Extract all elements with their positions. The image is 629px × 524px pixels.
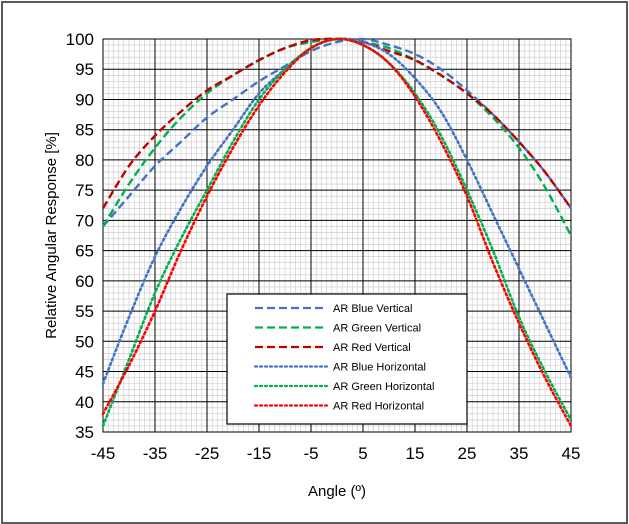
legend-entry-label: AR Red Vertical [333,342,411,354]
x-tick-label: 25 [458,444,477,463]
x-tick-label: -45 [91,444,116,463]
x-axis-label: Angle (º) [308,483,366,500]
y-tick-label: 35 [75,423,94,442]
x-tick-label: 35 [510,444,529,463]
y-tick-label: 70 [75,211,94,230]
y-tick-label: 55 [75,302,94,321]
x-tick-label: -35 [143,444,168,463]
tick-labels: -45 -35 -25 -15 -5 5 15 25 35 45 35 40 45 50 55 60 65 70 7… [66,30,581,463]
y-tick-label: 40 [75,393,94,412]
y-tick-label: 90 [75,90,94,109]
legend-entry-label: AR Blue Horizontal [333,362,426,374]
legend-box [226,293,468,425]
x-tick-label: -25 [195,444,220,463]
y-tick-label: 95 [75,60,94,79]
x-tick-label: -15 [247,444,272,463]
x-tick-label: -5 [303,444,318,463]
y-tick-label: 100 [66,30,94,49]
legend-entry-label: AR Green Horizontal [333,381,435,393]
x-tick-label: 45 [562,444,581,463]
legend-entry-label: AR Red Horizontal [333,401,424,413]
legend-entry-label: AR Blue Vertical [333,303,412,315]
y-tick-label: 50 [75,332,94,351]
series-line-ar-blue-vertical [102,37,572,228]
legend-entry-label: AR Green Vertical [333,323,421,335]
x-tick-label: 15 [406,444,425,463]
y-tick-label: 45 [75,363,94,382]
legend: AR Blue Vertical AR Green Vertical AR Red … [226,293,468,425]
y-tick-label: 80 [75,151,94,170]
series-line-ar-red-horizontal [101,37,573,428]
series-layer [101,37,573,428]
y-axis-label: Relative Angular Response [%] [43,132,60,339]
y-tick-label: 85 [75,121,94,140]
y-tick-label: 65 [75,242,94,261]
y-tick-label: 60 [75,272,94,291]
x-tick-label: 5 [358,444,367,463]
y-tick-label: 75 [75,181,94,200]
